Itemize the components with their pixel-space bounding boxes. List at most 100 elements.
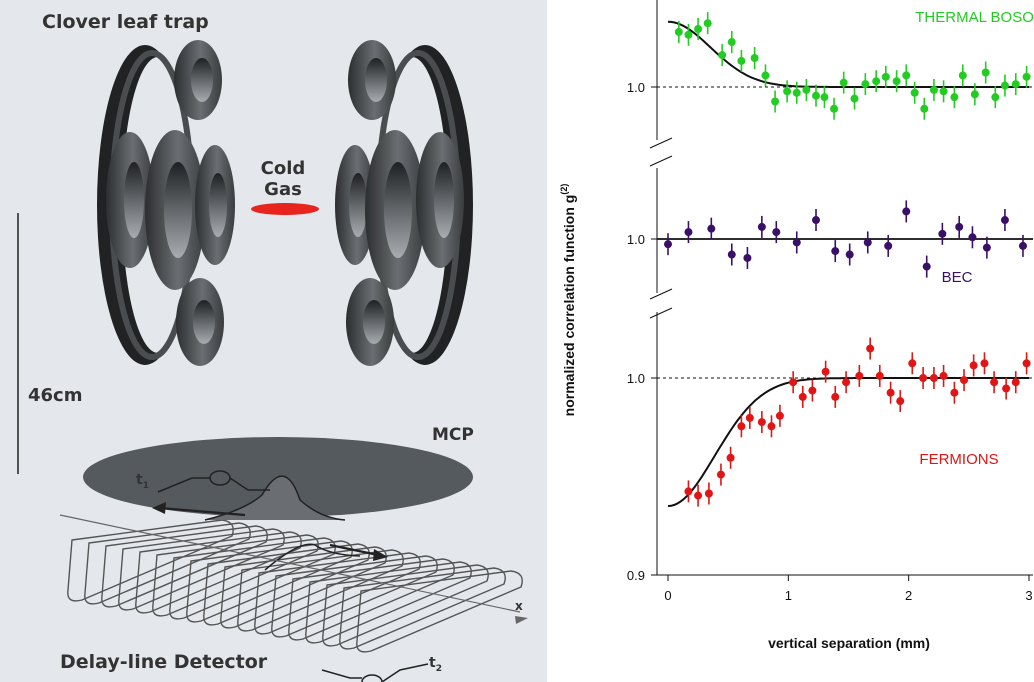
cold-gas-cloud: [251, 203, 319, 215]
data-point: [684, 487, 693, 496]
delay-line-loop: [67, 519, 234, 602]
coil-ring-left-top: [174, 40, 222, 120]
delay-line-loop: [322, 564, 489, 647]
data-point: [674, 27, 683, 36]
data-point: [798, 392, 807, 401]
data-point: [802, 85, 811, 94]
t1-wire: [157, 477, 210, 493]
data-point: [664, 240, 672, 249]
data-point: [808, 386, 817, 395]
data-point: [1000, 81, 1009, 90]
experiment-diagram: Clover leaf trap: [17, 11, 528, 682]
arrow-left-head: [152, 502, 166, 514]
data-point: [881, 72, 890, 81]
data-point: [1018, 241, 1027, 250]
data-point: [991, 93, 1000, 102]
x-axis-title: vertical separation (mm): [768, 635, 930, 651]
data-point: [704, 489, 713, 498]
y-tick-label: 0.9: [627, 568, 645, 583]
pulse-signal-lower: [264, 543, 361, 571]
data-point: [910, 88, 919, 97]
data-point: [982, 243, 991, 252]
data-point: [939, 87, 948, 96]
series-label: THERMAL BOSONS: [915, 9, 1034, 26]
data-point: [745, 413, 754, 422]
data-point: [1011, 80, 1020, 89]
data-point: [886, 388, 895, 397]
data-point: [1022, 359, 1031, 368]
delay-line-loop: [288, 558, 455, 641]
coil-ring-left-center: [145, 130, 205, 290]
data-point: [820, 93, 829, 102]
data-point: [919, 374, 928, 382]
data-point: [792, 88, 801, 97]
data-point: [767, 422, 776, 431]
data-point: [684, 228, 693, 237]
t2-label: t2: [429, 655, 442, 674]
data-point: [929, 85, 938, 94]
arrow-right-head: [373, 549, 388, 561]
data-point: [1002, 384, 1011, 393]
data-point: [727, 250, 736, 259]
data-point: [703, 19, 712, 28]
coil-ring-left-mid-b: [195, 145, 235, 265]
detector-axis: [59, 514, 521, 613]
delay-line-loop: [135, 531, 302, 614]
correlation-chart: 0 1 2 3 1.0 1.0 1.0 0.9 THERMAL BOSONS BEC FERMIO…: [559, 0, 1034, 651]
data-point: [831, 392, 840, 401]
data-point: [694, 25, 703, 33]
coil-ring-right-center: [365, 130, 425, 290]
x-tick-label: 2: [905, 588, 912, 603]
data-point: [821, 367, 830, 376]
data-point: [950, 388, 959, 397]
y-tick-label: 1.0: [627, 80, 645, 95]
data-point: [929, 374, 938, 382]
x-axis-arrowhead: [515, 616, 528, 624]
data-point: [850, 94, 859, 103]
data-point: [775, 411, 784, 420]
data-point: [831, 247, 840, 256]
data-point: [980, 359, 989, 368]
data-point: [743, 253, 752, 262]
data-point: [718, 51, 727, 60]
data-point: [866, 344, 875, 353]
delay-line-coils: [67, 519, 523, 653]
series-label: FERMIONS: [919, 451, 998, 468]
data-point: [842, 378, 851, 387]
right-coil-assembly: [335, 40, 473, 366]
data-point: [772, 228, 781, 237]
coil-ring-right-mid-a: [335, 145, 375, 265]
t2-wire: [321, 669, 362, 679]
delay-line-loop: [84, 522, 251, 605]
data-point: [920, 104, 929, 113]
x-tick-label: 0: [664, 588, 671, 603]
coil-ring-left-mid-a: [106, 132, 154, 268]
axis-break: [649, 137, 673, 149]
data-point: [771, 97, 780, 106]
series-label: BEC: [942, 269, 973, 286]
data-point: [896, 397, 905, 406]
fit-curve-2: [667, 377, 1029, 508]
data-point: [922, 262, 931, 271]
delay-line-loop: [169, 537, 336, 620]
experiment-diagram-panel: Clover leaf trap: [0, 0, 547, 682]
data-point: [981, 68, 990, 77]
delay-line-loop: [305, 561, 472, 644]
coil-ring-right-bottom: [346, 278, 394, 366]
arrow-left: [159, 506, 246, 517]
data-point: [950, 93, 959, 102]
data-point: [875, 371, 884, 380]
axis-break: [649, 307, 673, 319]
data-point: [1000, 216, 1009, 225]
data-point: [694, 491, 703, 500]
data-point: [855, 371, 864, 380]
data-point: [884, 241, 893, 250]
delay-line-loop: [203, 543, 370, 626]
data-point: [783, 87, 792, 96]
chart-marks: THERMAL BOSONS BEC FERMIONS: [657, 9, 1034, 508]
data-point: [990, 378, 999, 387]
data-point: [737, 56, 746, 65]
data-point: [757, 418, 766, 427]
left-coil-assembly: [97, 40, 235, 366]
t1-label: t1: [136, 472, 149, 491]
